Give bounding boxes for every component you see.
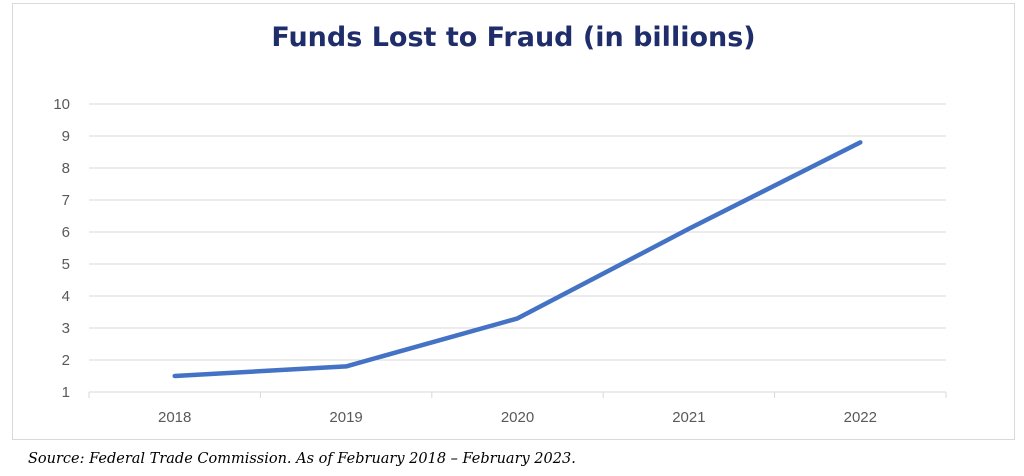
y-tick-label: 6 <box>62 224 70 241</box>
y-tick-label: 4 <box>62 288 70 305</box>
data-point <box>517 317 518 319</box>
x-tick-label: 2020 <box>501 409 534 426</box>
chart-frame <box>12 3 1015 440</box>
chart-title: Funds Lost to Fraud (in billions) <box>271 22 756 53</box>
y-tick-label: 1 <box>62 384 70 401</box>
x-tick-label: 2018 <box>158 409 191 426</box>
x-tick-label: 2022 <box>844 409 877 426</box>
y-tick-label: 9 <box>62 128 70 145</box>
x-tick-label: 2019 <box>329 409 362 426</box>
source-note: Source: Federal Trade Commission. As of … <box>28 451 576 467</box>
y-tick-label: 7 <box>62 192 70 209</box>
data-point <box>345 365 347 367</box>
y-tick-label: 3 <box>62 320 70 337</box>
data-point <box>174 375 176 377</box>
x-tick-label: 2021 <box>672 409 705 426</box>
y-tick-label: 5 <box>62 256 70 273</box>
data-point <box>688 228 690 230</box>
y-tick-label: 10 <box>53 96 70 113</box>
series-line <box>172 140 863 379</box>
data-point <box>859 141 861 143</box>
y-tick-label: 8 <box>62 160 70 177</box>
y-tick-label: 2 <box>62 352 70 369</box>
